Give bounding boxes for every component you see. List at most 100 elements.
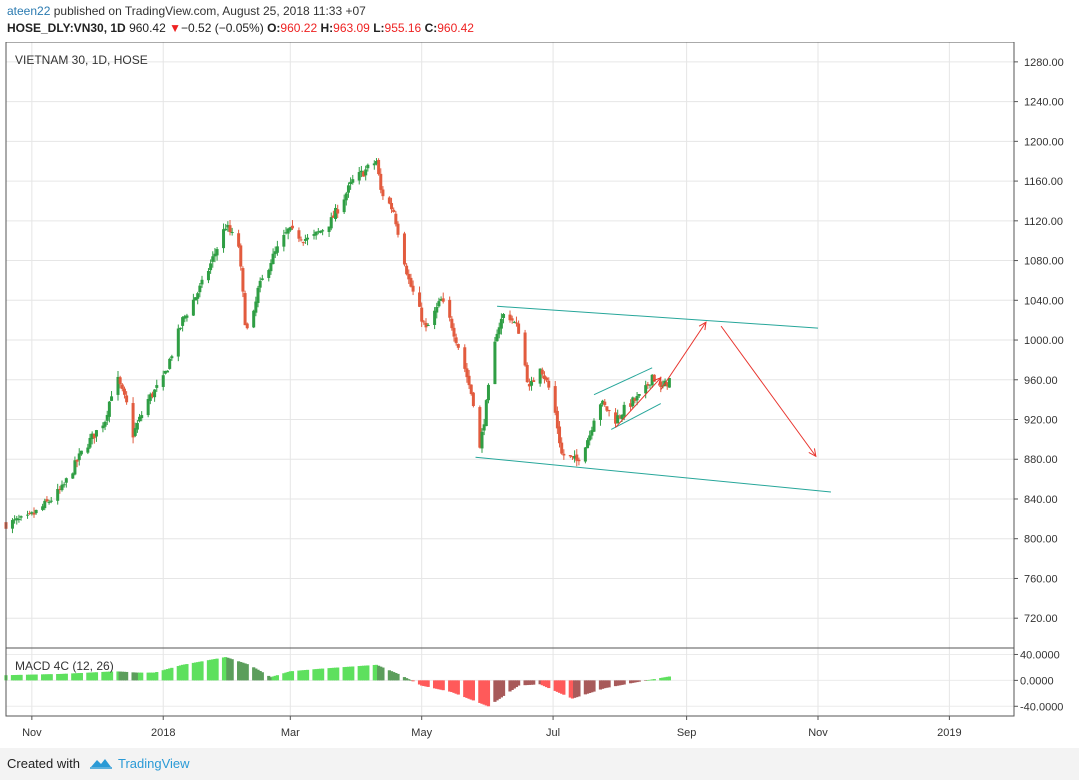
- price-chart[interactable]: 1280.00 1240.00 1200.00 1160.00 1120.00 1080.…: [0, 41, 1079, 748]
- macd-bar: [618, 680, 622, 686]
- axes: [5, 41, 1015, 717]
- candle-body: [161, 375, 165, 387]
- macd-bar: [377, 665, 381, 681]
- macd-bar: [437, 680, 441, 690]
- candle-body: [228, 225, 232, 233]
- candle-body: [254, 301, 258, 313]
- macd-bar: [517, 680, 521, 686]
- macd-bar: [297, 670, 301, 681]
- candle-body: [387, 197, 391, 204]
- gridlines: [6, 42, 1014, 716]
- candle-body: [77, 453, 81, 461]
- candle-body: [32, 513, 36, 515]
- candle-body: [411, 285, 415, 292]
- candle-body: [614, 412, 618, 424]
- macd-bar: [168, 668, 172, 681]
- macd-bar: [510, 680, 514, 691]
- candle-body: [140, 415, 144, 419]
- macd-bar: [25, 674, 30, 681]
- macd-bar: [598, 680, 603, 690]
- tradingview-brand-link[interactable]: TradingView: [118, 756, 190, 771]
- candle-body: [43, 500, 47, 509]
- macd-bar: [165, 669, 170, 681]
- macd-bar: [176, 666, 180, 681]
- candle-body: [644, 385, 648, 394]
- macd-bar: [47, 674, 51, 681]
- candle-body: [646, 384, 650, 386]
- candle-body: [41, 506, 45, 510]
- channel-lower-line: [475, 456, 831, 493]
- macd-bar: [588, 680, 592, 693]
- candle-body: [420, 307, 424, 322]
- macd-bar: [575, 680, 579, 698]
- author-link[interactable]: ateen22: [7, 4, 51, 18]
- candle-body: [631, 397, 635, 407]
- chart-background: [0, 42, 1079, 748]
- time-tick-label: Nov: [22, 727, 42, 739]
- candle-body: [435, 307, 439, 313]
- macd-bar: [19, 674, 23, 681]
- candle-body: [545, 377, 549, 381]
- candle-body: [245, 323, 249, 329]
- candle-body: [342, 199, 346, 213]
- price-tick-label: 760.00: [1024, 573, 1058, 585]
- candle-body: [390, 203, 394, 210]
- close-value: 960.42: [437, 21, 474, 35]
- macd-bar: [613, 680, 618, 687]
- chart-area[interactable]: 1280.00 1240.00 1200.00 1160.00 1120.00 1080.…: [0, 41, 1079, 748]
- macd-bar: [351, 666, 355, 681]
- macd-bar: [499, 680, 503, 698]
- macd-bar: [79, 672, 83, 681]
- candle-body: [215, 249, 219, 256]
- macd-bar: [573, 680, 577, 698]
- macd-bar: [372, 664, 376, 681]
- macd-bar: [239, 662, 243, 681]
- price-tick-label: 800.00: [1024, 534, 1058, 546]
- candle-body: [135, 423, 139, 430]
- macd-bar: [13, 675, 17, 681]
- open-value: 960.22: [280, 21, 318, 35]
- macd-bar: [357, 666, 361, 681]
- candle-body: [525, 364, 529, 383]
- macd-bar: [271, 676, 275, 681]
- candle-body: [56, 488, 60, 501]
- candle-body: [301, 242, 305, 244]
- high-value: 963.09: [333, 21, 370, 35]
- macd-bar: [603, 680, 607, 689]
- candle-body: [648, 384, 652, 386]
- macd-bar: [275, 675, 279, 681]
- macd-bar: [105, 671, 109, 681]
- macd-bar: [514, 680, 519, 688]
- macd-bar: [394, 672, 398, 681]
- candle-body: [381, 189, 385, 197]
- candle-body: [418, 292, 422, 307]
- candle-body: [131, 403, 135, 438]
- macd-bar: [103, 671, 107, 681]
- candle-body: [568, 455, 572, 457]
- macd-bar: [635, 680, 639, 683]
- candle-body: [497, 327, 501, 335]
- candle-body: [532, 380, 536, 383]
- candle-body: [441, 298, 445, 302]
- cloud-logo-icon[interactable]: [88, 755, 114, 776]
- candle-body: [603, 401, 607, 406]
- candle-body: [318, 230, 322, 233]
- macd-bar: [131, 672, 135, 681]
- candle-body: [243, 293, 247, 326]
- macd-bar: [497, 680, 501, 699]
- macd-bar: [433, 680, 437, 689]
- candle-body: [637, 394, 641, 396]
- macd-bar: [226, 657, 230, 681]
- candle-body: [454, 337, 458, 344]
- candle-body: [312, 234, 316, 236]
- macd-bar: [648, 679, 652, 681]
- candle-body: [110, 396, 114, 401]
- macd-bar: [58, 673, 62, 681]
- arrow-line: [615, 377, 662, 428]
- candle-body: [450, 318, 454, 329]
- candle-body: [198, 285, 202, 293]
- candle-body: [209, 263, 213, 271]
- candle-body: [13, 519, 17, 521]
- macd-bar: [396, 673, 400, 681]
- macd-bar: [512, 680, 516, 689]
